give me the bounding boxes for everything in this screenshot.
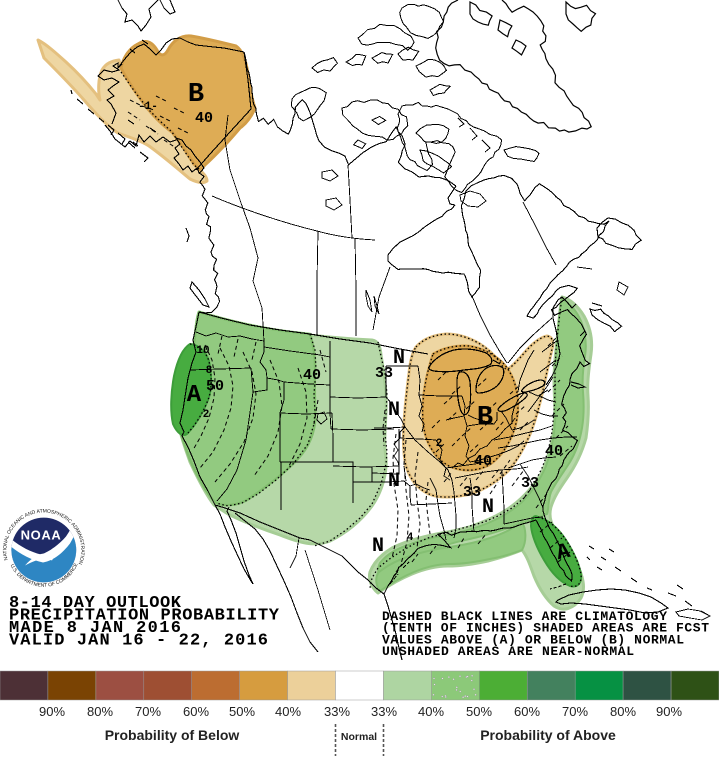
svg-text:40: 40	[545, 443, 563, 460]
svg-text:40%: 40%	[275, 704, 301, 719]
svg-text:33: 33	[521, 475, 539, 492]
svg-text:(TENTH OF INCHES) SHADED AREAS: (TENTH OF INCHES) SHADED AREAS ARE FCST	[382, 621, 709, 636]
svg-text:B: B	[188, 80, 204, 110]
svg-text:NOAA: NOAA	[21, 528, 62, 543]
svg-text:MADE 8 JAN 2016: MADE 8 JAN 2016	[9, 619, 181, 638]
svg-text:80%: 80%	[87, 704, 113, 719]
svg-text:50: 50	[206, 378, 224, 395]
svg-text:10: 10	[196, 345, 209, 357]
svg-text:VALID JAN 16 - 22, 2016: VALID JAN 16 - 22, 2016	[9, 632, 268, 651]
svg-text:50%: 50%	[466, 704, 492, 719]
svg-text:33%: 33%	[324, 704, 350, 719]
svg-text:8-14 DAY OUTLOOK: 8-14 DAY OUTLOOK	[9, 594, 182, 613]
svg-text:40: 40	[303, 367, 321, 384]
svg-text:60%: 60%	[514, 704, 540, 719]
svg-text:B: B	[477, 403, 493, 433]
svg-text:2: 2	[203, 409, 210, 421]
svg-text:60%: 60%	[183, 704, 209, 719]
svg-text:VALUES ABOVE (A) OR BELOW (B): VALUES ABOVE (A) OR BELOW (B) NORMAL	[382, 632, 684, 647]
svg-text:33: 33	[463, 484, 481, 501]
svg-text:N: N	[393, 347, 405, 370]
svg-text:UNSHADED AREAS ARE NEAR-NORMAL: UNSHADED AREAS ARE NEAR-NORMAL	[382, 644, 634, 659]
svg-text:90%: 90%	[656, 704, 682, 719]
svg-text:A: A	[554, 539, 573, 566]
svg-text:2: 2	[436, 438, 443, 450]
svg-text:A: A	[187, 382, 202, 409]
svg-text:N: N	[372, 535, 384, 558]
svg-text:N: N	[388, 399, 400, 422]
svg-text:40: 40	[195, 110, 213, 127]
svg-text:N: N	[482, 496, 494, 519]
svg-text:N: N	[388, 470, 400, 493]
svg-text:-1-: -1-	[138, 101, 158, 113]
svg-text:4: 4	[407, 532, 414, 544]
svg-text:70%: 70%	[562, 704, 588, 719]
svg-text:90%: 90%	[39, 704, 65, 719]
svg-text:33: 33	[375, 365, 393, 382]
svg-text:70%: 70%	[135, 704, 161, 719]
svg-text:Probability of Above: Probability of Above	[480, 727, 616, 743]
svg-text:40: 40	[474, 453, 492, 470]
svg-text:33%: 33%	[371, 704, 397, 719]
svg-text:Normal: Normal	[341, 731, 377, 743]
svg-text:50%: 50%	[229, 704, 255, 719]
svg-text:8: 8	[206, 365, 213, 377]
svg-text:80%: 80%	[610, 704, 636, 719]
svg-text:DASHED BLACK LINES ARE CLIMATO: DASHED BLACK LINES ARE CLIMATOLOGY	[382, 609, 667, 624]
svg-text:PRECIPITATION PROBABILITY: PRECIPITATION PROBABILITY	[9, 607, 280, 626]
svg-text:40%: 40%	[418, 704, 444, 719]
svg-text:Probability of Below: Probability of Below	[105, 727, 240, 743]
